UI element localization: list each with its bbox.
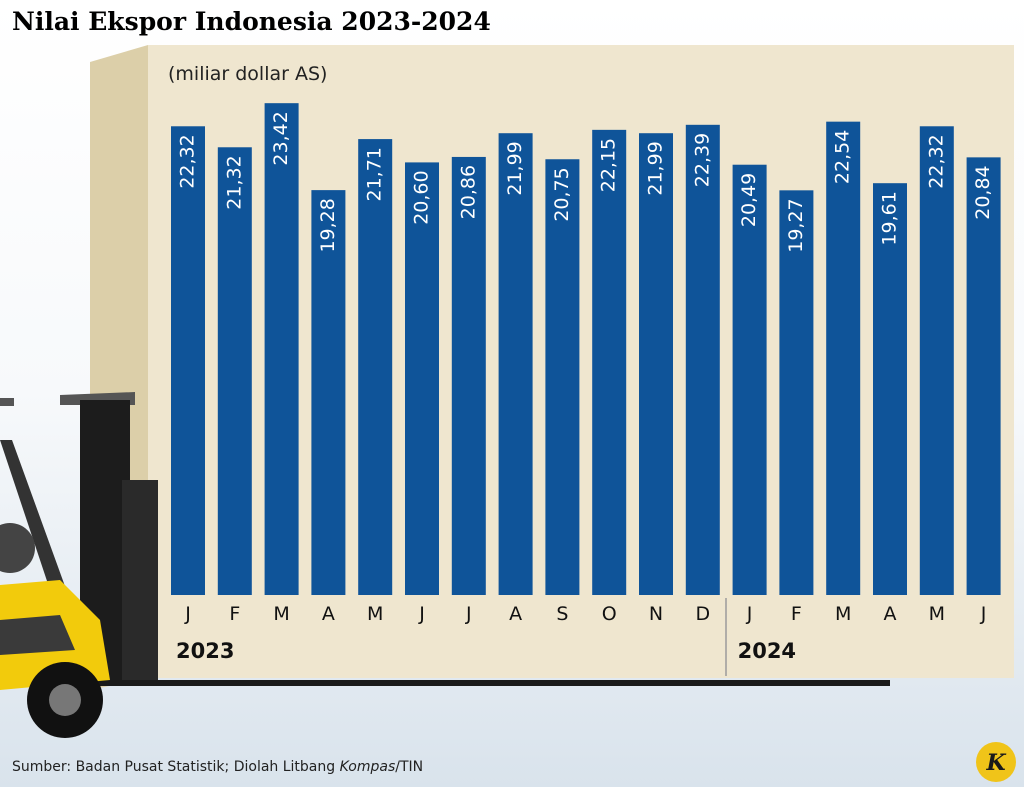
source: Sumber: Badan Pusat Statistik; Diolah Li… bbox=[12, 759, 423, 775]
bar bbox=[405, 162, 439, 595]
bar bbox=[732, 164, 767, 595]
unit-label: (miliar dollar AS) bbox=[168, 63, 327, 85]
bar bbox=[264, 103, 299, 596]
x-tick-label: A bbox=[322, 603, 335, 625]
x-tick-label: J bbox=[746, 603, 753, 625]
source-part: Sumber: Badan Pusat Statistik; Diolah Li… bbox=[12, 759, 340, 775]
year-label: 2024 bbox=[738, 639, 796, 663]
value-label: 22,15 bbox=[598, 138, 620, 192]
value-label: 20,84 bbox=[972, 165, 994, 219]
logo: K bbox=[976, 742, 1016, 782]
x-tick-label: M bbox=[273, 603, 289, 625]
x-tick-label: D bbox=[695, 603, 710, 625]
value-label: 21,99 bbox=[504, 141, 526, 195]
x-tick-label: J bbox=[184, 603, 191, 625]
source-part: /TIN bbox=[395, 759, 423, 775]
x-tick-label: A bbox=[884, 603, 897, 625]
value-label: 19,28 bbox=[317, 198, 339, 252]
value-label: 22,32 bbox=[925, 134, 947, 188]
bar bbox=[217, 147, 252, 595]
value-label: 23,42 bbox=[270, 111, 292, 165]
value-label: 20,49 bbox=[738, 173, 760, 227]
value-label: 20,60 bbox=[411, 170, 433, 224]
bar bbox=[873, 183, 907, 595]
x-tick-label: M bbox=[367, 603, 383, 625]
value-label: 21,99 bbox=[645, 141, 667, 195]
x-tick-label: J bbox=[418, 603, 425, 625]
x-tick-label: O bbox=[602, 603, 617, 625]
source-text: Sumber: Badan Pusat Statistik; Diolah Li… bbox=[12, 759, 423, 775]
x-tick-label: S bbox=[556, 603, 568, 625]
bar bbox=[779, 190, 814, 595]
bar bbox=[451, 156, 486, 595]
bar bbox=[592, 129, 627, 595]
value-label: 22,54 bbox=[832, 130, 854, 184]
forklift bbox=[0, 392, 890, 738]
value-label: 19,61 bbox=[879, 191, 901, 245]
bar bbox=[966, 157, 1001, 596]
bar bbox=[545, 159, 580, 595]
bar bbox=[311, 190, 346, 595]
bar bbox=[685, 124, 720, 595]
x-tick-label: F bbox=[229, 603, 240, 625]
bar bbox=[358, 139, 393, 595]
value-label: 19,27 bbox=[785, 198, 807, 252]
x-tick-label: N bbox=[649, 603, 663, 625]
value-label: 21,71 bbox=[364, 147, 386, 201]
svg-text:K: K bbox=[985, 750, 1006, 776]
year-label: 2023 bbox=[176, 639, 234, 663]
source-part: Kompas bbox=[340, 759, 396, 775]
value-label: 20,86 bbox=[457, 165, 479, 219]
x-tick-label: M bbox=[835, 603, 851, 625]
value-label: 20,75 bbox=[551, 167, 573, 221]
x-tick-label: J bbox=[465, 603, 472, 625]
value-label: 21,32 bbox=[223, 155, 245, 209]
bar bbox=[171, 126, 205, 595]
bar bbox=[498, 133, 533, 595]
bar bbox=[919, 126, 954, 595]
bar bbox=[639, 133, 673, 595]
bar bbox=[826, 121, 861, 595]
chart-title: Nilai Ekspor Indonesia 2023-2024 bbox=[12, 7, 491, 36]
x-tick-label: J bbox=[980, 603, 987, 625]
x-tick-label: A bbox=[509, 603, 522, 625]
value-label: 22,32 bbox=[177, 134, 199, 188]
value-label: 22,39 bbox=[691, 133, 713, 187]
x-tick-label: M bbox=[929, 603, 945, 625]
x-tick-label: F bbox=[791, 603, 802, 625]
